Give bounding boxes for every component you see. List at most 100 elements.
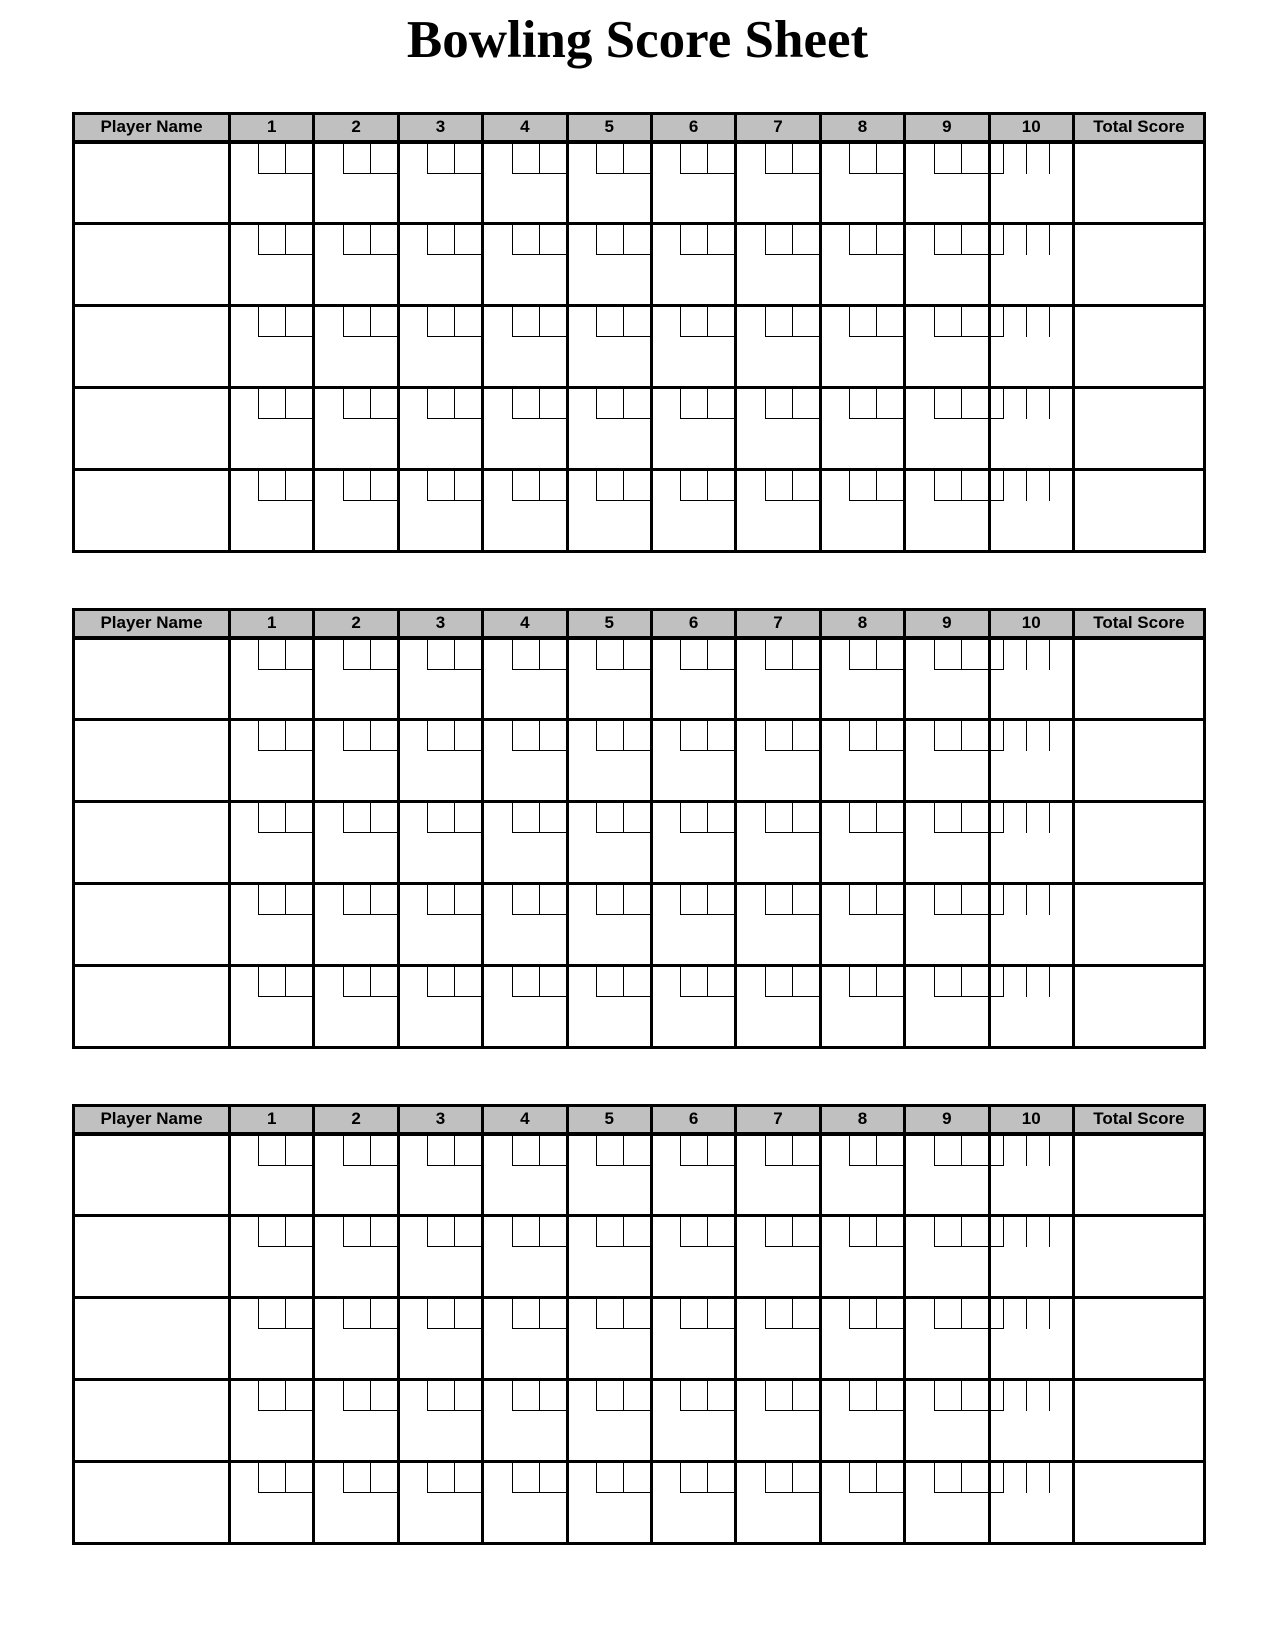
throw-box-1[interactable] <box>258 471 286 501</box>
throw-box-1[interactable] <box>342 307 370 337</box>
throw-box-1[interactable] <box>933 471 961 501</box>
throw-box-2[interactable] <box>538 307 566 337</box>
player-name-cell[interactable] <box>72 718 231 803</box>
throw-box-1[interactable] <box>427 967 455 997</box>
throw-box-3[interactable] <box>1048 1299 1072 1329</box>
throw-box-1[interactable] <box>933 639 961 670</box>
throw-box-2[interactable] <box>707 639 735 670</box>
throw-box-2[interactable] <box>876 1299 904 1329</box>
total-score-cell[interactable] <box>1071 964 1206 1049</box>
throw-box-2[interactable] <box>960 307 988 337</box>
frame-cell-8[interactable] <box>818 1296 907 1381</box>
frame-cell-7[interactable] <box>734 800 822 885</box>
throw-box-2[interactable] <box>960 639 988 670</box>
throw-box-1[interactable] <box>849 471 877 501</box>
throw-box-1[interactable] <box>427 471 455 501</box>
frame-cell-8[interactable] <box>818 1378 907 1463</box>
frame-cell-9[interactable] <box>903 468 991 553</box>
throw-box-2[interactable] <box>454 1135 482 1166</box>
frame-cell-4[interactable] <box>481 882 569 967</box>
frame-cell-2[interactable] <box>312 1214 400 1299</box>
throw-box-2[interactable] <box>285 639 313 670</box>
throw-box-1[interactable] <box>764 639 792 670</box>
throw-box-2[interactable] <box>707 1381 735 1411</box>
throw-box-1[interactable] <box>933 803 961 833</box>
throw-box-2[interactable] <box>1025 307 1049 337</box>
throw-box-1[interactable] <box>427 225 455 255</box>
throw-box-2[interactable] <box>622 1135 650 1166</box>
throw-box-1[interactable] <box>511 143 539 174</box>
throw-box-2[interactable] <box>622 639 650 670</box>
throw-box-3[interactable] <box>1048 1135 1072 1166</box>
frame-cell-9[interactable] <box>903 1460 991 1545</box>
player-name-cell[interactable] <box>72 304 231 389</box>
frame-cell-8[interactable] <box>818 1460 907 1545</box>
throw-box-1[interactable] <box>1002 1381 1026 1411</box>
frame-cell-7[interactable] <box>734 1214 822 1299</box>
throw-box-2[interactable] <box>369 389 397 419</box>
throw-box-1[interactable] <box>595 1135 623 1166</box>
throw-box-2[interactable] <box>1025 389 1049 419</box>
frame-cell-8[interactable] <box>818 304 907 389</box>
frame-cell-4[interactable] <box>481 800 569 885</box>
frame-cell-1[interactable] <box>227 800 316 885</box>
throw-box-1[interactable] <box>849 885 877 915</box>
frame-cell-8[interactable] <box>818 1132 907 1217</box>
throw-box-1[interactable] <box>342 1217 370 1247</box>
throw-box-2[interactable] <box>369 307 397 337</box>
throw-box-2[interactable] <box>791 1299 819 1329</box>
frame-cell-5[interactable] <box>565 800 653 885</box>
throw-box-3[interactable] <box>1048 1381 1072 1411</box>
frame-cell-3[interactable] <box>396 386 485 471</box>
throw-box-1[interactable] <box>849 721 877 751</box>
frame-cell-3[interactable] <box>396 882 485 967</box>
throw-box-1[interactable] <box>427 389 455 419</box>
throw-box-1[interactable] <box>849 1217 877 1247</box>
frame-cell-9[interactable] <box>903 718 991 803</box>
throw-box-2[interactable] <box>622 1299 650 1329</box>
throw-box-1[interactable] <box>342 885 370 915</box>
frame-cell-7[interactable] <box>734 222 822 307</box>
throw-box-2[interactable] <box>791 389 819 419</box>
frame-cell-8[interactable] <box>818 1214 907 1299</box>
throw-box-1[interactable] <box>342 1135 370 1166</box>
total-score-cell[interactable] <box>1071 882 1206 967</box>
frame-cell-6[interactable] <box>649 386 738 471</box>
player-name-cell[interactable] <box>72 800 231 885</box>
throw-box-1[interactable] <box>511 721 539 751</box>
frame-cell-6[interactable] <box>649 1296 738 1381</box>
throw-box-1[interactable] <box>511 885 539 915</box>
total-score-cell[interactable] <box>1071 800 1206 885</box>
throw-box-2[interactable] <box>1025 225 1049 255</box>
throw-box-2[interactable] <box>707 1217 735 1247</box>
throw-box-2[interactable] <box>876 389 904 419</box>
throw-box-2[interactable] <box>622 885 650 915</box>
frame-cell-2[interactable] <box>312 386 400 471</box>
frame-cell-10[interactable] <box>987 882 1075 967</box>
throw-box-2[interactable] <box>538 639 566 670</box>
frame-cell-6[interactable] <box>649 800 738 885</box>
frame-cell-5[interactable] <box>565 304 653 389</box>
throw-box-2[interactable] <box>1025 1217 1049 1247</box>
frame-cell-3[interactable] <box>396 1132 485 1217</box>
frame-cell-5[interactable] <box>565 636 653 721</box>
throw-box-1[interactable] <box>849 639 877 670</box>
frame-cell-5[interactable] <box>565 1214 653 1299</box>
frame-cell-4[interactable] <box>481 1460 569 1545</box>
frame-cell-7[interactable] <box>734 1296 822 1381</box>
throw-box-1[interactable] <box>595 1217 623 1247</box>
throw-box-2[interactable] <box>622 389 650 419</box>
throw-box-1[interactable] <box>427 1463 455 1493</box>
frame-cell-5[interactable] <box>565 718 653 803</box>
frame-cell-6[interactable] <box>649 222 738 307</box>
throw-box-1[interactable] <box>680 1135 708 1166</box>
player-name-cell[interactable] <box>72 1214 231 1299</box>
throw-box-1[interactable] <box>342 389 370 419</box>
throw-box-2[interactable] <box>876 1381 904 1411</box>
throw-box-1[interactable] <box>427 307 455 337</box>
throw-box-1[interactable] <box>680 1463 708 1493</box>
throw-box-2[interactable] <box>454 389 482 419</box>
throw-box-1[interactable] <box>595 471 623 501</box>
frame-cell-9[interactable] <box>903 800 991 885</box>
throw-box-1[interactable] <box>427 143 455 174</box>
